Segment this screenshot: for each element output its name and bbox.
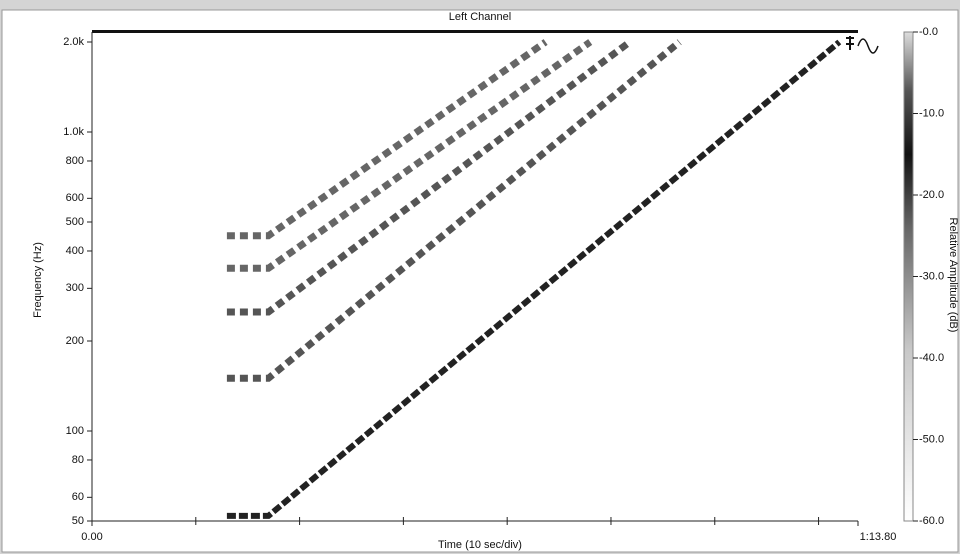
- colorbar-tick-label: -30.0: [919, 270, 944, 282]
- colorbar-tick-label: -0.0: [919, 26, 938, 38]
- y-tick-label: 80: [72, 454, 84, 466]
- y-tick-label: 500: [66, 216, 84, 228]
- colorbar-label: Relative Amplitude (dB): [947, 218, 959, 333]
- y-tick-label: 200: [66, 335, 84, 347]
- top-band: [92, 30, 858, 33]
- y-tick-label: 60: [72, 491, 84, 503]
- plot-area: [92, 32, 858, 521]
- y-tick-label: 2.0k: [63, 36, 84, 48]
- chart-title: Left Channel: [449, 11, 511, 23]
- x-tick-label: 0.00: [81, 531, 102, 543]
- colorbar-tick-label: -40.0: [919, 352, 944, 364]
- spectrogram-window: Left Channel Time (10 sec/div) Frequency…: [0, 0, 960, 554]
- colorbar-tick-label: -20.0: [919, 189, 944, 201]
- colorbar-tick-label: -60.0: [919, 515, 944, 527]
- colorbar: [904, 32, 913, 521]
- y-tick-label: 600: [66, 192, 84, 204]
- colorbar-tick-label: -50.0: [919, 433, 944, 445]
- colorbar-tick-label: -10.0: [919, 107, 944, 119]
- y-tick-label: 1.0k: [63, 126, 84, 138]
- y-tick-label: 100: [66, 425, 84, 437]
- y-tick-label: 800: [66, 155, 84, 167]
- y-axis-label: Frequency (Hz): [32, 242, 44, 318]
- y-tick-label: 50: [72, 515, 84, 527]
- x-tick-label: 1:13.80: [860, 531, 897, 543]
- y-tick-label: 400: [66, 245, 84, 257]
- y-tick-label: 300: [66, 282, 84, 294]
- x-axis-label: Time (10 sec/div): [438, 539, 522, 551]
